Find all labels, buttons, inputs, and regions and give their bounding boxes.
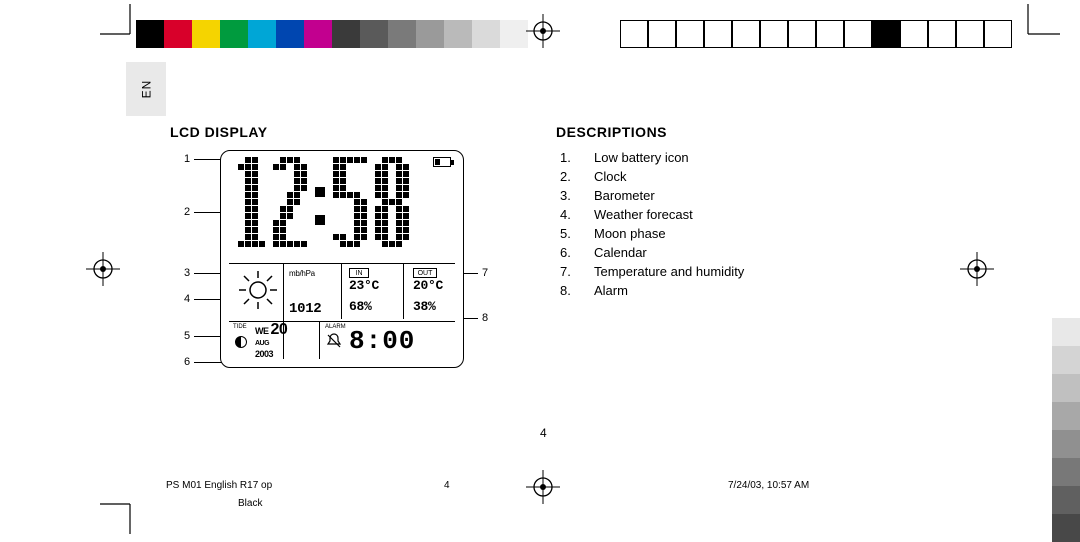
alarm-label: ALARM	[325, 324, 346, 330]
description-item: 2.Clock	[560, 167, 744, 186]
baro-value: 1012	[289, 301, 321, 317]
callout-1: 1	[184, 153, 190, 165]
footer-timestamp: 7/24/03, 10:57 AM	[728, 480, 809, 491]
in-label: IN	[349, 268, 369, 278]
callout-3: 3	[184, 267, 190, 279]
hum-in: 68%	[349, 299, 372, 314]
color-swatch-strip	[136, 20, 528, 48]
callout-8: 8	[482, 312, 488, 324]
registration-boxes	[620, 20, 1012, 48]
callout-6: 6	[184, 356, 190, 368]
baro-unit: mb/hPa	[289, 269, 315, 278]
descriptions-list: 1.Low battery icon2.Clock3.Barometer4.We…	[560, 148, 744, 300]
alarm-time: 8:00	[349, 326, 415, 356]
moon-phase-icon	[235, 336, 247, 348]
description-item: 7.Temperature and humidity	[560, 262, 744, 281]
footer-page: 4	[444, 480, 450, 491]
crop-mark-tr	[1016, 4, 1060, 48]
footer-color: Black	[238, 498, 262, 509]
heading-descriptions: DESCRIPTIONS	[556, 124, 667, 140]
description-item: 6.Calendar	[560, 243, 744, 262]
callout-4: 4	[184, 293, 190, 305]
description-item: 4.Weather forecast	[560, 205, 744, 224]
calendar-block: WE 20 AUG 2003	[255, 324, 287, 360]
gray-swatch-column	[1052, 290, 1080, 542]
description-item: 1.Low battery icon	[560, 148, 744, 167]
callout-7: 7	[482, 267, 488, 279]
registration-mark-right	[960, 252, 994, 286]
alarm-bell-icon	[325, 332, 343, 350]
footer: PS M01 English R17 op 4 7/24/03, 10:57 A…	[166, 480, 1020, 491]
lcd-body: IN OUT mb/hPa 1012 23°C 20°C 68% 38% TID…	[220, 150, 464, 368]
registration-mark-left	[86, 252, 120, 286]
crop-mark-bl	[100, 490, 144, 534]
lower-section: TIDE WE 20 AUG 2003 ALARM 8:00	[229, 321, 455, 361]
heading-lcd-display: LCD DISPLAY	[170, 124, 268, 140]
language-badge: EN	[126, 62, 166, 116]
hum-out: 38%	[413, 299, 436, 314]
temp-out: 20°C	[413, 278, 443, 293]
callout-2: 2	[184, 206, 190, 218]
clock-digits	[231, 157, 453, 257]
page-number: 4	[540, 426, 547, 440]
footer-doc-id: PS M01 English R17 op	[166, 480, 272, 491]
description-item: 8.Alarm	[560, 281, 744, 300]
registration-mark-top	[526, 14, 560, 48]
temp-in: 23°C	[349, 278, 379, 293]
out-label: OUT	[413, 268, 437, 278]
callout-5: 5	[184, 330, 190, 342]
description-item: 5.Moon phase	[560, 224, 744, 243]
lcd-diagram: 1 2 3 4 5 6 7 8	[190, 150, 500, 380]
tide-label: TIDE	[233, 324, 247, 330]
description-item: 3.Barometer	[560, 186, 744, 205]
